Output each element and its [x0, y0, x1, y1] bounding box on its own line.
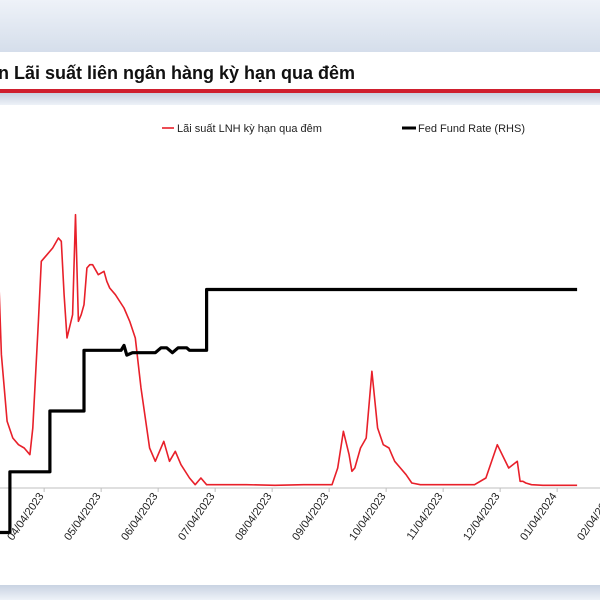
x-tick-label: 12/04/2023: [461, 491, 502, 543]
x-tick-label: 11/04/2023: [405, 491, 446, 542]
x-tick-label: 10/04/2023: [347, 491, 388, 543]
title-underline: [0, 89, 600, 93]
title-bar: n Lãi suất liên ngân hàng kỳ hạn qua đêm: [0, 56, 600, 90]
top-banner: [0, 0, 600, 52]
x-tick-labels: 04/04/2023 05/04/2023 06/04/2023 07/04/2023…: [5, 488, 600, 543]
x-tick-label: 07/04/2023: [176, 491, 217, 543]
page-title: n Lãi suất liên ngân hàng kỳ hạn qua đêm: [0, 63, 356, 83]
series-lines: [0, 213, 578, 535]
x-tick-label: 05/04/2023: [62, 491, 103, 543]
chart-legend: Lãi suất LNH kỳ hạn qua đêm Fed Fund Rate…: [162, 123, 525, 135]
x-tick-label: 08/04/2023: [233, 491, 274, 543]
x-tick-label: 01/04/2024: [518, 491, 559, 543]
legend-label-interbank: Lãi suất LNH kỳ hạn qua đêm: [177, 123, 322, 135]
interbank-rate-chart: Lãi suất LNH kỳ hạn qua đêm Fed Fund Rate…: [0, 123, 600, 543]
chart-frame: Lãi suất LNH kỳ hạn qua đêm Fed Fund Rate…: [0, 108, 600, 585]
x-tick-label: 09/04/2023: [290, 491, 331, 543]
x-tick-label: 06/04/2023: [119, 491, 160, 543]
x-tick-label: 02/04/2024: [575, 491, 600, 543]
series-line-fed-fund-rate: [0, 287, 578, 535]
title-shadow-band: [0, 93, 600, 105]
legend-label-fed: Fed Fund Rate (RHS): [418, 123, 525, 135]
bottom-banner: [0, 585, 600, 600]
series-line-interbank-overnight: [0, 213, 578, 487]
